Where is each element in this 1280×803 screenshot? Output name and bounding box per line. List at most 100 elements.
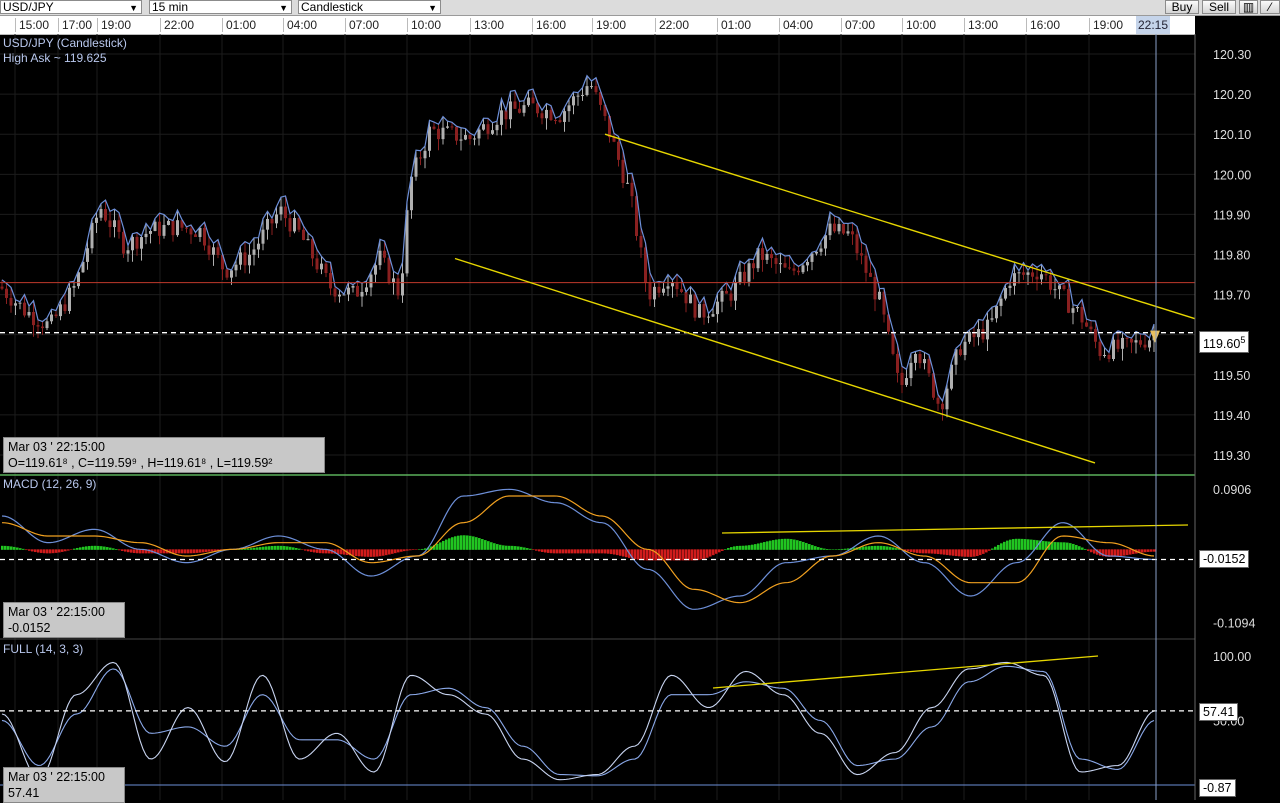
candle-body bbox=[914, 353, 917, 363]
candle-body bbox=[644, 247, 647, 283]
macd-histogram-bar bbox=[1084, 548, 1087, 550]
macd-histogram-bar bbox=[931, 549, 934, 554]
macd-histogram-bar bbox=[715, 549, 718, 554]
macd-histogram-bar bbox=[589, 549, 592, 554]
macd-histogram-bar bbox=[31, 549, 34, 552]
candle-body bbox=[590, 86, 593, 88]
macd-histogram-bar bbox=[55, 549, 58, 553]
macd-line bbox=[1, 488, 1155, 610]
candle-body bbox=[54, 314, 58, 317]
buy-button[interactable]: Buy bbox=[1165, 0, 1199, 14]
macd-histogram-bar bbox=[100, 546, 103, 550]
macd-histogram-bar bbox=[607, 549, 610, 554]
candle-body bbox=[257, 243, 260, 250]
macd-histogram-bar bbox=[1120, 549, 1123, 557]
macd-histogram-bar bbox=[433, 545, 436, 550]
candle-body bbox=[986, 319, 989, 340]
macd-histogram-bar bbox=[736, 545, 739, 550]
macd-histogram-bar bbox=[775, 539, 778, 550]
stoch-d-line bbox=[1, 665, 1155, 777]
macd-trendline bbox=[721, 524, 1189, 534]
macd-histogram-bar bbox=[1015, 538, 1018, 550]
candle-body bbox=[698, 303, 701, 318]
macd-histogram-bar bbox=[727, 548, 730, 550]
macd-histogram-bar bbox=[103, 546, 106, 550]
candle-body bbox=[909, 362, 913, 379]
macd-histogram-bar bbox=[196, 549, 199, 553]
macd-histogram-bar bbox=[709, 549, 712, 557]
macd-histogram-bar bbox=[124, 549, 127, 552]
stoch-k-line bbox=[1, 661, 1155, 781]
candle-body bbox=[513, 101, 517, 109]
macd-histogram-bar bbox=[250, 548, 253, 550]
candle-body bbox=[653, 286, 656, 300]
candle-body bbox=[747, 263, 751, 282]
macd-histogram-bar bbox=[592, 549, 595, 554]
chevron-down-icon: ▼ bbox=[428, 3, 437, 13]
candle-body bbox=[558, 120, 562, 122]
macd-histogram-bar bbox=[961, 549, 964, 557]
chart-area[interactable]: 120.30 120.20 120.10 120.00 119.90 119.80 119.… bbox=[0, 34, 1280, 800]
interval-select[interactable]: 15 min ▼ bbox=[149, 0, 292, 14]
chart-type-select[interactable]: Candlestick ▼ bbox=[298, 0, 441, 14]
macd-histogram-bar bbox=[565, 549, 568, 554]
price-axis-label: 120.00 bbox=[1213, 168, 1251, 182]
candle-body bbox=[707, 316, 710, 318]
candle-body bbox=[477, 129, 481, 139]
macd-histogram-bar bbox=[553, 549, 556, 554]
macd-histogram-bar bbox=[541, 549, 544, 552]
candle-body bbox=[918, 353, 922, 364]
candle-body bbox=[1103, 354, 1106, 357]
macd-histogram-bar bbox=[1012, 539, 1015, 550]
candle-body bbox=[126, 250, 130, 254]
candle-body bbox=[1062, 285, 1066, 290]
macd-histogram-bar bbox=[397, 549, 400, 553]
candle-body bbox=[954, 349, 958, 365]
macd-histogram-bar bbox=[1024, 539, 1027, 550]
macd-histogram-bar bbox=[496, 544, 499, 550]
grid bbox=[14, 34, 1090, 800]
candle-body bbox=[774, 258, 778, 264]
macd-histogram-bar bbox=[313, 549, 316, 553]
macd-histogram-bar bbox=[436, 543, 439, 550]
candle-body bbox=[900, 372, 904, 385]
candle-body bbox=[185, 227, 188, 229]
macd-histogram-bar bbox=[829, 549, 832, 550]
macd-histogram-bar bbox=[571, 549, 574, 554]
macd-histogram-bar bbox=[88, 546, 91, 550]
macd-histogram-bar bbox=[478, 538, 481, 550]
macd-histogram-bar bbox=[481, 539, 484, 550]
macd-histogram-bar bbox=[508, 545, 511, 550]
candle-body bbox=[297, 218, 301, 230]
symbol-select[interactable]: USD/JPY ▼ bbox=[0, 0, 142, 14]
candle-body bbox=[936, 397, 940, 404]
macd-histogram-bar bbox=[280, 545, 283, 550]
candle-body bbox=[720, 290, 724, 302]
candle-body bbox=[387, 257, 391, 284]
candle-body bbox=[792, 268, 796, 271]
candle-body bbox=[81, 261, 85, 273]
candle-body bbox=[806, 261, 809, 266]
candle-body bbox=[648, 282, 652, 300]
draw-line-icon[interactable]: ⁄ bbox=[1260, 0, 1280, 14]
time-tick-label: 22:00 bbox=[655, 18, 689, 32]
candle-body bbox=[702, 303, 706, 318]
macd-histogram-bar bbox=[400, 549, 403, 552]
macd-histogram-bar bbox=[865, 546, 868, 550]
macd-histogram-bar bbox=[277, 545, 280, 550]
candle-body bbox=[869, 272, 872, 277]
candle-body bbox=[113, 220, 116, 228]
macd-histogram-bar bbox=[547, 549, 550, 553]
price-panel-subtitle: High Ask ~ 119.625 bbox=[3, 51, 107, 65]
candle-body bbox=[423, 150, 427, 159]
sell-button[interactable]: Sell bbox=[1202, 0, 1236, 14]
macd-histogram-bar bbox=[916, 549, 919, 553]
macd-histogram-bar bbox=[1000, 543, 1003, 550]
candle-body bbox=[234, 264, 238, 271]
candle-body bbox=[135, 236, 139, 249]
macd-histogram-bar bbox=[685, 549, 688, 561]
chart-settings-icon[interactable]: ▥ bbox=[1239, 0, 1258, 14]
macd-histogram-bar bbox=[349, 549, 352, 556]
macd-histogram-bar bbox=[133, 549, 136, 554]
macd-histogram-bar bbox=[922, 549, 925, 554]
